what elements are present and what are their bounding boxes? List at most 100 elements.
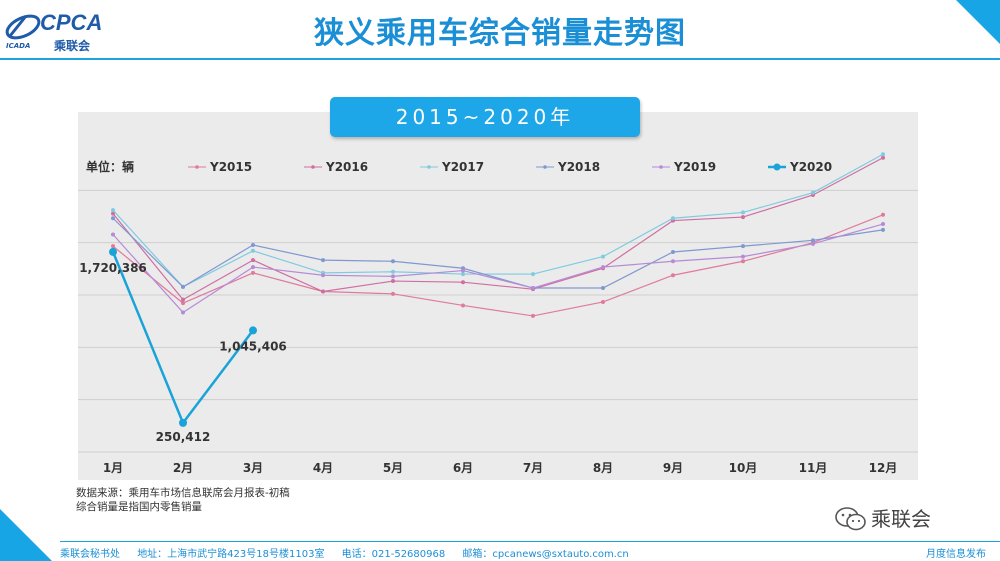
data-label: 1,045,406 [219,339,287,353]
legend-label: Y2018 [557,160,600,174]
data-point [391,259,395,264]
legend-label: Y2020 [789,160,832,174]
logo-swoosh-icon [5,14,41,40]
footer-address: 地址：上海市武宁路423号18号楼1103室 [137,549,325,560]
data-label: 250,412 [156,430,211,444]
data-point [391,269,395,274]
page-title: 狭义乘用车综合销量走势图 [314,16,686,51]
data-point [111,232,115,237]
data-point [601,299,605,304]
legend-label: Y2015 [209,160,252,174]
legend-label: Y2016 [325,160,368,174]
data-point [531,272,535,277]
data-point [391,279,395,284]
legend-marker [543,165,547,169]
x-tick-label: 8月 [593,461,613,475]
corner-decoration-top [956,0,1000,44]
data-point [881,152,885,157]
data-point [181,310,185,315]
footer: 乘联会秘书处 地址：上海市武宁路423号18号楼1103室 电话：021-526… [60,545,988,560]
footer-release-label: 月度信息发布 [926,549,986,560]
data-point [391,274,395,279]
footer-email: 邮箱：cpcanews@sxtauto.com.cn [462,549,629,560]
data-point [671,273,675,278]
x-tick-label: 12月 [869,461,898,475]
data-point [461,272,465,277]
x-tick-label: 11月 [799,461,828,475]
data-point [881,212,885,217]
x-tick-label: 7月 [523,461,543,475]
data-point [881,222,885,227]
data-point [251,258,255,263]
legend-marker [427,165,431,169]
x-tick-label: 1月 [103,461,123,475]
data-point [741,259,745,264]
x-tick-label: 3月 [243,461,263,475]
source-notes: 数据来源：乘用车市场信息联席会月报表-初稿 综合销量是指国内零售销量 [76,486,290,514]
logo-small-text: ICADA [6,42,31,50]
year-range-badge: 2015~2020年 [330,97,640,137]
data-point [321,289,325,294]
x-tick-label: 4月 [313,461,333,475]
data-point [741,215,745,220]
logo-text: CPCA [40,10,103,35]
data-point [531,286,535,291]
data-point [111,208,115,213]
series-line [112,157,884,301]
data-point [249,326,257,335]
data-point [251,242,255,247]
legend-label: Y2019 [673,160,716,174]
legend-marker [311,165,315,169]
data-point [181,301,185,306]
data-point [811,241,815,246]
unit-label: 单位：辆 [86,159,134,174]
data-point [741,210,745,215]
footer-phone: 电话：021-52680968 [341,549,446,560]
data-point [671,249,675,254]
x-tick-label: 10月 [729,461,758,475]
logo-chinese-text: 乘联会 [54,39,91,53]
definition-note: 综合销量是指国内零售销量 [76,501,202,513]
data-point [741,254,745,259]
x-tick-label: 9月 [663,461,683,475]
data-point [111,211,115,216]
data-point [251,265,255,270]
corner-decoration-bottom [0,509,52,561]
plot-background [78,112,918,480]
data-point [601,286,605,291]
legend-label: Y2017 [441,160,484,174]
data-point [181,297,185,302]
footer-org: 乘联会秘书处 [60,549,120,560]
footer-divider [60,541,1000,542]
data-point [111,216,115,221]
legend-marker [659,165,663,169]
series-line [112,223,884,314]
data-point [881,227,885,232]
legend-marker [773,163,781,171]
data-point [251,270,255,275]
data-point [461,280,465,285]
data-point [461,303,465,308]
data-point [741,244,745,249]
data-point [321,273,325,278]
data-point [179,418,187,427]
series-line [112,153,884,288]
data-point [601,265,605,270]
x-tick-label: 2月 [173,461,193,475]
data-label: 1,720,386 [79,261,147,275]
series-line [112,214,884,317]
wechat-label: 乘联会 [871,507,931,531]
cpca-logo: CPCA 乘联会 ICADA [4,8,116,54]
x-tick-label: 5月 [383,461,403,475]
data-point [531,313,535,318]
data-point [251,248,255,253]
data-point [601,254,605,259]
source-note: 数据来源：乘用车市场信息联席会月报表-初稿 [76,487,290,499]
series-line [112,217,884,289]
data-point [391,291,395,296]
data-point [671,216,675,221]
data-point [461,268,465,273]
data-point [671,259,675,264]
data-point [811,190,815,195]
